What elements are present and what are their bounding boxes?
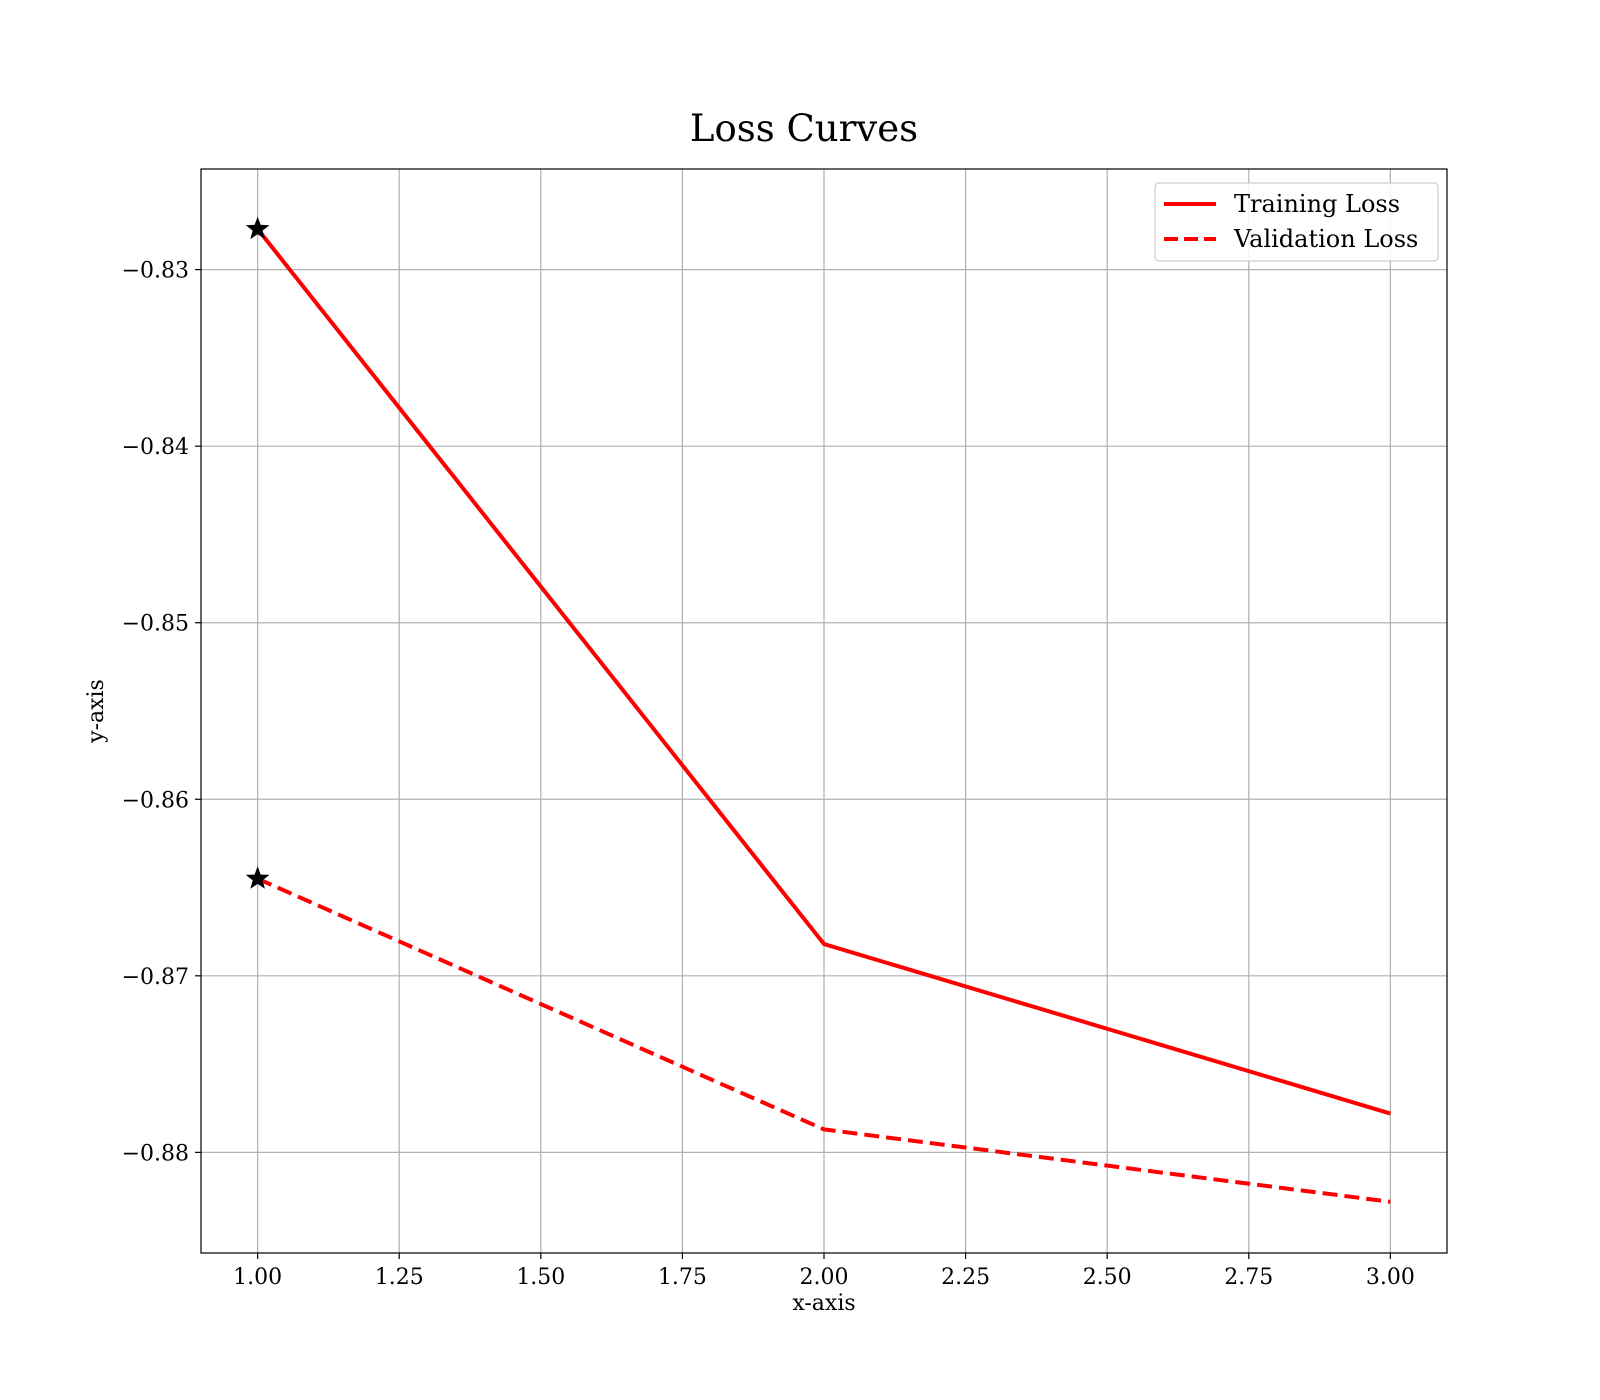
legend-label-0: Training Loss [1234, 190, 1400, 218]
x-tick-label: 2.25 [941, 1265, 990, 1290]
series-line-0 [256, 227, 1391, 1116]
tick-layer: 1.00 1.25 1.50 1.75 2.00 2.25 2.50 2.75 3.00 −0.8… [122, 259, 1415, 1290]
y-tick-label: −0.87 [122, 965, 189, 990]
legend: Training Loss Validation Loss [1154, 182, 1439, 262]
series-line-1 [256, 876, 1391, 1204]
y-tick-label: −0.84 [122, 435, 189, 460]
x-tick-label: 1.75 [658, 1265, 707, 1290]
x-tick-label: 1.50 [516, 1265, 565, 1290]
x-axis-label: x-axis [792, 1291, 855, 1316]
x-tick-label: 3.00 [1366, 1265, 1415, 1290]
y-axis-label: y-axis [84, 679, 109, 744]
x-tick-label: 2.50 [1083, 1265, 1132, 1290]
y-tick-label: −0.86 [122, 788, 189, 813]
y-tick-label: −0.88 [122, 1141, 189, 1166]
chart-title: Loss Curves [690, 107, 918, 150]
legend-label-1: Validation Loss [1233, 225, 1418, 253]
series-start-marker-0 [245, 216, 270, 240]
legend-frame [1154, 182, 1439, 262]
x-tick-label: 1.00 [233, 1265, 282, 1290]
x-tick-label: 1.25 [375, 1265, 424, 1290]
marker-layer [245, 216, 270, 889]
series-layer [256, 227, 1391, 1204]
y-tick-label: −0.85 [122, 612, 189, 637]
series-start-marker-1 [245, 866, 270, 889]
grid-layer [201, 169, 1447, 1253]
y-tick-label: −0.83 [122, 259, 189, 284]
x-tick-label: 2.00 [800, 1265, 849, 1290]
x-tick-label: 2.75 [1224, 1265, 1273, 1290]
